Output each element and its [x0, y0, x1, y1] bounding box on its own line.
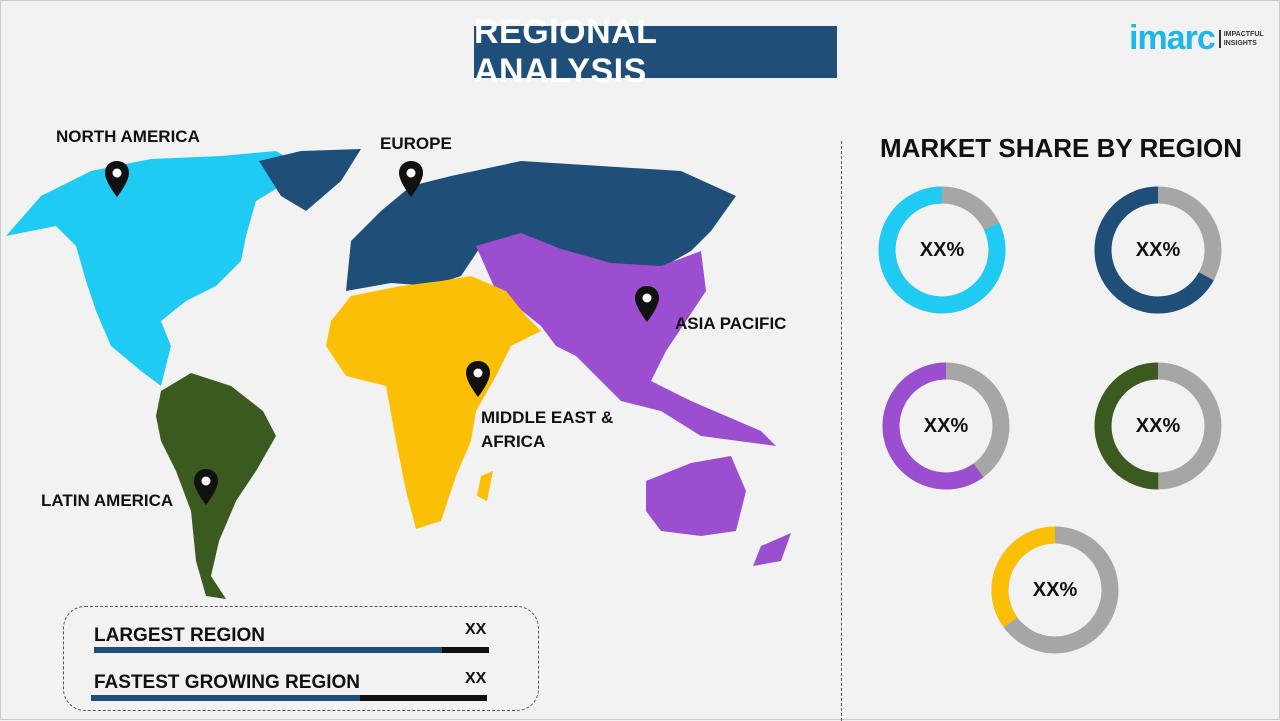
map-pin-icon	[635, 286, 659, 322]
tagline-1: IMPACTFUL	[1223, 30, 1264, 38]
divider	[841, 141, 842, 721]
world-map	[6, 149, 791, 599]
donut-asia-pacific: XX%	[881, 361, 1011, 491]
map-pin-icon	[194, 469, 218, 505]
donut-latin-america: XX%	[1093, 361, 1223, 491]
region-europe	[346, 161, 736, 291]
label-mea-line2: AFRICA	[481, 432, 546, 451]
label-north-america: NORTH AMERICA	[56, 127, 200, 146]
donut-label: XX%	[1032, 578, 1078, 601]
donut-segment	[882, 362, 1010, 490]
fastest-region-value: XX	[465, 670, 487, 687]
label-mea: MIDDLE EAST & AFRICA	[481, 406, 613, 454]
largest-region-bar	[94, 647, 489, 653]
donut-segment	[878, 186, 1006, 314]
donut-north-america: XX%	[877, 185, 1007, 315]
logo-word: imarc	[1129, 19, 1216, 57]
region-north-america	[6, 151, 301, 386]
tagline-2: INSIGHTS	[1223, 39, 1257, 47]
donut-segment	[1094, 362, 1222, 490]
map-pin-icon	[105, 161, 129, 197]
largest-region-bar-fill	[94, 647, 442, 653]
market-share-title: MARKET SHARE BY REGION	[879, 133, 1243, 163]
donut-label: XX%	[1135, 238, 1181, 261]
region-middle-east-africa	[326, 276, 541, 529]
donut-segment	[1094, 186, 1222, 314]
label-mea-line1: MIDDLE EAST &	[481, 408, 614, 427]
page-title: REGIONAL ANALYSIS	[474, 13, 837, 90]
donut-middle-east-africa: XX%	[990, 525, 1120, 655]
donut-europe: XX%	[1093, 185, 1223, 315]
summary-box: LARGEST REGION XX FASTEST GROWING REGION…	[63, 606, 539, 711]
donut-label: XX%	[923, 414, 969, 437]
label-europe: EUROPE	[380, 134, 452, 153]
donut-segment	[991, 526, 1119, 654]
region-greenland	[259, 149, 361, 211]
fastest-region-label: FASTEST GROWING REGION	[94, 672, 361, 693]
map-pin-icon	[466, 361, 490, 397]
region-asia-pacific	[476, 233, 791, 566]
fastest-region-bar-fill	[91, 695, 361, 701]
imarc-logo: imarc IMPACTFUL INSIGHTS	[1129, 19, 1264, 58]
largest-region-value: XX	[465, 621, 487, 638]
label-latin-america: LATIN AMERICA	[41, 491, 174, 510]
donut-label: XX%	[919, 238, 965, 261]
map-pin-icon	[399, 161, 423, 197]
donut-label: XX%	[1135, 414, 1181, 437]
largest-region-label: LARGEST REGION	[94, 625, 266, 646]
logo-tagline: IMPACTFUL INSIGHTS	[1218, 29, 1264, 48]
label-asia-pacific: ASIA PACIFIC	[675, 314, 787, 333]
fastest-region-bar	[91, 695, 487, 701]
